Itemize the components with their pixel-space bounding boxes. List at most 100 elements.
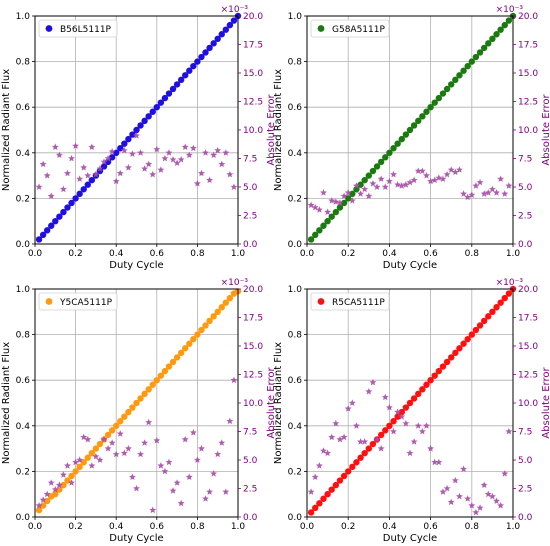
error-point (173, 159, 181, 166)
flux-point (84, 181, 91, 188)
error-point (112, 177, 120, 185)
error-point (414, 422, 422, 429)
flux-point (43, 227, 51, 234)
error-point (68, 479, 75, 486)
y2-tick-label: 2.5 (243, 212, 257, 222)
error-point (169, 156, 177, 163)
error-point (456, 166, 463, 173)
legend-marker (45, 25, 53, 32)
flux-point (443, 358, 451, 366)
error-point (381, 393, 389, 401)
flux-point (419, 386, 426, 393)
flux-point (406, 399, 414, 407)
x-tick-label: 1.0 (231, 249, 246, 259)
flux-point (206, 317, 213, 325)
flux-point (121, 413, 128, 420)
chart-panel-3: 0.0 0.2 0.4 0.6 0.8 1.00.00.20.40.60.81.00.02… (1, 278, 277, 544)
y-axis-label: Normalized Radiant Flux (1, 342, 12, 464)
flux-point (141, 117, 148, 125)
error-point (336, 199, 344, 206)
error-point (185, 151, 193, 158)
legend: B56L5111P (38, 19, 118, 38)
error-point (72, 458, 80, 466)
flux-point (402, 131, 410, 138)
y2-axis-label: Absolute Error (266, 93, 277, 165)
y-tick-label: 0.0 (16, 240, 31, 250)
error-series (307, 166, 513, 215)
flux-point (439, 90, 447, 97)
y-tick-label: 0.0 (288, 513, 303, 523)
flux-point (137, 122, 144, 129)
flux-point (182, 72, 189, 79)
error-point (468, 502, 476, 509)
flux-point (336, 477, 344, 484)
y-tick-label: 1.0 (16, 12, 31, 22)
flux-point (468, 58, 475, 65)
y2-tick-label: 12.5 (518, 98, 538, 108)
error-point (68, 154, 75, 162)
error-point (185, 473, 193, 481)
x-tick-label: 1.0 (506, 249, 521, 259)
flux-point (222, 299, 230, 306)
flux-point (431, 372, 438, 379)
y2-tick-label: 17.5 (518, 314, 538, 324)
y2-tick-label: 12.5 (518, 371, 538, 381)
flux-point (324, 491, 331, 498)
flux-point (410, 395, 418, 402)
y-tick-label: 1.0 (288, 285, 303, 295)
flux-point (104, 431, 112, 439)
error-point (402, 181, 410, 188)
flux-point (210, 40, 217, 47)
error-series (307, 378, 513, 516)
error-point (149, 170, 157, 178)
flux-point (485, 313, 492, 320)
error-point (307, 488, 315, 495)
error-point (418, 427, 426, 435)
error-point (141, 439, 149, 446)
y2-tick-label: 10.0 (243, 399, 263, 409)
flux-point (80, 459, 87, 466)
error-point (108, 148, 116, 155)
flux-point (169, 358, 177, 366)
flux-point (137, 395, 144, 402)
flux-point (394, 140, 401, 147)
flux-series (307, 12, 517, 243)
legend: R5CA5111P (310, 292, 390, 311)
flux-point (373, 163, 381, 170)
y2-multiplier: ×10⁻³ (496, 5, 524, 15)
error-point (202, 149, 209, 156)
flux-point (145, 113, 152, 120)
error-point (161, 467, 169, 475)
flux-point (307, 236, 315, 243)
y-tick-label: 0.8 (16, 331, 31, 341)
flux-point (369, 167, 377, 175)
error-point (104, 154, 112, 162)
error-point (35, 502, 43, 509)
flux-point (149, 381, 156, 388)
y2-tick-label: 2.5 (518, 485, 532, 495)
y2-tick-label: 5.0 (243, 456, 258, 466)
y2-tick-label: 7.5 (243, 428, 257, 438)
error-point (193, 456, 201, 463)
error-point (35, 183, 43, 190)
flux-point (68, 199, 75, 207)
error-point (324, 449, 332, 457)
flux-point (173, 81, 181, 88)
y-tick-label: 0.4 (16, 422, 31, 432)
error-point (365, 388, 373, 395)
y-tick-label: 0.6 (16, 103, 31, 113)
error-point (177, 156, 185, 163)
chart-panel-2: 0.0 0.2 0.4 0.6 0.8 1.00.00.20.40.60.81.00.02… (273, 5, 550, 271)
error-point (157, 166, 165, 173)
y2-tick-label: 20.0 (243, 12, 263, 22)
flux-point (480, 44, 488, 52)
y-axis-label: Normalized Radiant Flux (1, 69, 12, 191)
x-tick-label: 1.0 (231, 522, 246, 532)
flux-point (35, 506, 43, 514)
error-point (60, 185, 67, 193)
flux-point (165, 90, 173, 97)
x-tick-label: 0.4 (109, 522, 124, 532)
flux-point (369, 440, 377, 448)
flux-point (92, 445, 100, 452)
